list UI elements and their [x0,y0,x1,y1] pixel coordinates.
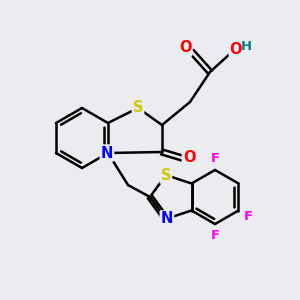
Text: N: N [101,146,113,160]
Text: F: F [211,152,220,166]
Text: O: O [179,40,191,56]
Text: N: N [161,212,173,226]
Text: O: O [183,151,195,166]
Text: O: O [230,41,242,56]
Text: H: H [240,40,252,52]
Text: S: S [133,100,143,116]
Text: F: F [243,209,253,223]
Text: F: F [211,229,220,242]
Text: S: S [160,168,171,183]
